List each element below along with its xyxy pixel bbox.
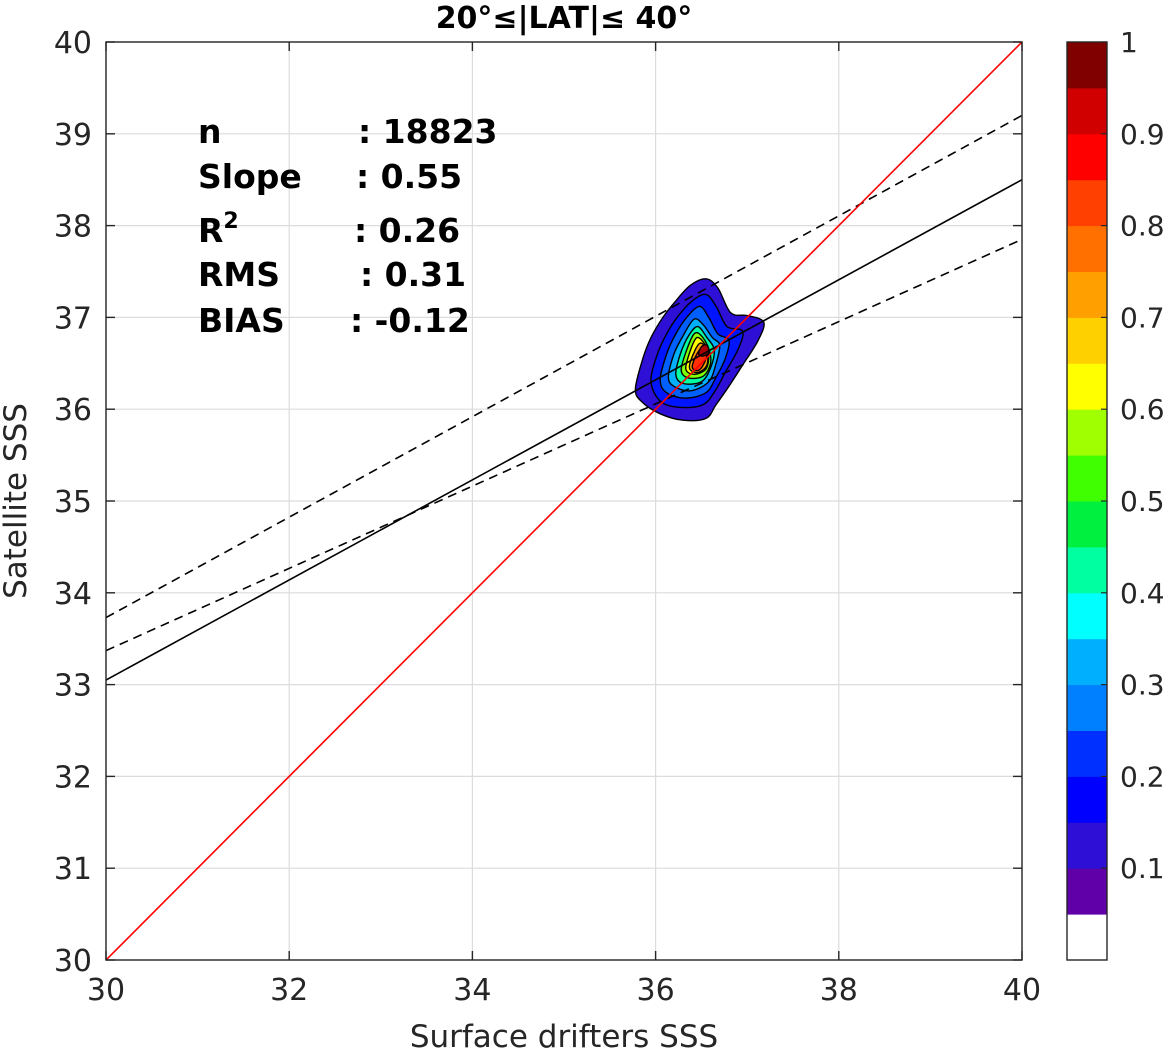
stat-value: : 18823 bbox=[358, 112, 498, 151]
colorbar-segment bbox=[1067, 363, 1107, 410]
stat-value: : 0.26 bbox=[354, 211, 460, 250]
colorbar-segment bbox=[1067, 546, 1107, 594]
colorbar-segment bbox=[1067, 501, 1107, 548]
colorbar-segment bbox=[1067, 271, 1107, 318]
colorbar-tick-label: 0.3 bbox=[1120, 669, 1165, 702]
y-tick-label: 35 bbox=[54, 485, 92, 520]
y-tick-label: 37 bbox=[54, 301, 92, 336]
y-tick-label: 36 bbox=[54, 393, 92, 428]
colorbar-segment bbox=[1067, 868, 1107, 915]
stat-value: : 0.55 bbox=[356, 157, 462, 196]
x-axis-label: Surface drifters SSS bbox=[410, 1019, 718, 1055]
colorbar-tick-label: 0.9 bbox=[1120, 118, 1165, 151]
colorbar-tick-label: 0.2 bbox=[1120, 760, 1165, 793]
x-tick-label: 32 bbox=[270, 973, 308, 1008]
fit-lower-bound-line bbox=[106, 238, 1022, 652]
stat-value: : 0.31 bbox=[360, 255, 466, 294]
fit-upper-bound-line bbox=[106, 114, 1022, 619]
colorbar-segment bbox=[1067, 133, 1107, 181]
colorbar-segment bbox=[1067, 684, 1107, 731]
colorbar-segment bbox=[1067, 225, 1107, 272]
y-tick-label: 31 bbox=[54, 852, 92, 887]
stat-label: RMS bbox=[198, 255, 280, 294]
colorbar-segment bbox=[1067, 822, 1107, 869]
colorbar-segment bbox=[1067, 317, 1107, 364]
y-tick-label: 40 bbox=[54, 26, 92, 61]
colorbar-segment bbox=[1067, 455, 1107, 502]
colorbar-segment bbox=[1067, 87, 1107, 135]
colorbar-tick-label: 0.1 bbox=[1120, 852, 1165, 885]
density-contour-9 bbox=[697, 343, 710, 357]
stat-label: n bbox=[198, 112, 222, 151]
colorbar-tick-label: 0.8 bbox=[1120, 210, 1165, 243]
stat-label: BIAS bbox=[198, 301, 285, 340]
x-tick-label: 38 bbox=[820, 973, 858, 1008]
colorbar-tick-label: 0.4 bbox=[1120, 577, 1165, 610]
one-to-one-line bbox=[106, 42, 1022, 960]
colorbar-segment bbox=[1067, 592, 1107, 640]
y-tick-label: 38 bbox=[54, 210, 92, 245]
y-axis-label: Satellite SSS bbox=[0, 403, 34, 599]
stat-label: R2 bbox=[198, 209, 239, 250]
colorbar-segment bbox=[1067, 179, 1107, 227]
colorbar-tick-label: 0.5 bbox=[1120, 485, 1165, 518]
colorbar-tick-label: 0.7 bbox=[1120, 301, 1165, 334]
x-tick-label: 40 bbox=[1003, 973, 1041, 1008]
colorbar-segment bbox=[1067, 42, 1107, 89]
fit-line bbox=[106, 178, 1022, 681]
colorbar-segment bbox=[1067, 730, 1107, 777]
colorbar-segment bbox=[1067, 409, 1107, 456]
y-tick-label: 33 bbox=[54, 669, 92, 704]
stat-label: Slope bbox=[198, 157, 302, 196]
colorbar-tick-label: 1 bbox=[1120, 26, 1138, 59]
x-tick-label: 30 bbox=[87, 973, 125, 1008]
y-tick-label: 34 bbox=[54, 577, 92, 612]
colorbar-segment bbox=[1067, 638, 1107, 686]
y-tick-label: 30 bbox=[54, 944, 92, 979]
x-tick-label: 36 bbox=[637, 973, 675, 1008]
y-tick-label: 39 bbox=[54, 118, 92, 153]
colorbar-segment bbox=[1067, 914, 1107, 961]
colorbar-segment bbox=[1067, 776, 1107, 823]
x-tick-label: 34 bbox=[453, 973, 491, 1008]
stat-value: : -0.12 bbox=[350, 301, 470, 340]
y-tick-label: 32 bbox=[54, 760, 92, 795]
colorbar-tick-label: 0.6 bbox=[1120, 393, 1165, 426]
chart-title: 20°≤|LAT|≤ 40° bbox=[436, 1, 693, 36]
